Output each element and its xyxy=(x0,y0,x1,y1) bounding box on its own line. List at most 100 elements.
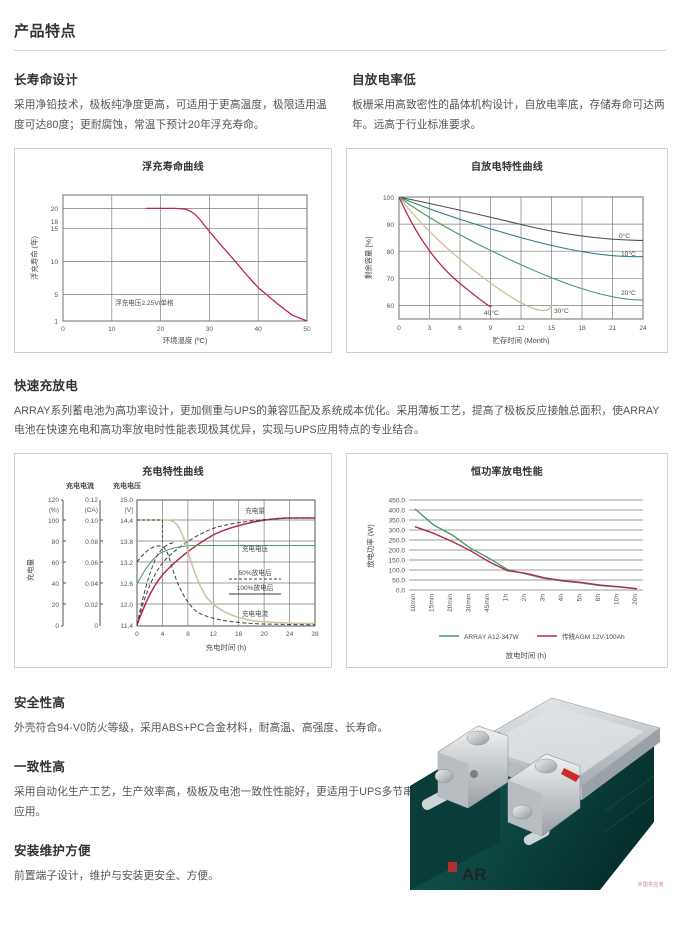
cat-15min: 15min xyxy=(429,594,436,612)
anno-charge-voltage: 充电电压 xyxy=(242,544,269,553)
svg-text:20: 20 xyxy=(157,326,165,333)
chart-xlabel: 贮存时间 (Month) xyxy=(492,336,549,345)
cat-20h: 20h xyxy=(632,594,639,605)
svg-text:13.8: 13.8 xyxy=(120,539,133,546)
cat-10h: 10h xyxy=(614,594,621,605)
svg-text:400.0: 400.0 xyxy=(388,508,405,515)
series-label-0c: 0°C xyxy=(619,232,630,240)
cat-5h: 5h xyxy=(577,594,584,602)
anno-50-discharged: 50%放电后 xyxy=(239,568,272,577)
cat-20min: 20min xyxy=(447,594,454,612)
series-label-40c: 40°C xyxy=(484,309,499,317)
anno-charge-current: 充电电流 xyxy=(242,609,269,618)
svg-text:20: 20 xyxy=(260,631,268,638)
chart-title: 浮充寿命曲线 xyxy=(142,161,204,173)
legend-label-agm: 传统AGM 12V-100Ah xyxy=(562,632,625,641)
feature-heading: 安全性高 xyxy=(14,696,66,711)
terminal-polarity-marker xyxy=(561,768,580,783)
svg-text:100: 100 xyxy=(383,195,394,202)
svg-text:60: 60 xyxy=(52,560,60,567)
terminal-nut-2 xyxy=(511,804,533,820)
chart-ylabel: 放电功率 (W) xyxy=(366,524,375,568)
chart-annotation: 浮充电压2.25V/单格 xyxy=(115,298,174,307)
cat-2h: 2h xyxy=(521,594,528,602)
svg-text:120: 120 xyxy=(48,497,59,504)
svg-text:80: 80 xyxy=(387,249,395,256)
svg-text:450.0: 450.0 xyxy=(388,498,405,505)
svg-text:(CA): (CA) xyxy=(84,507,98,514)
feature-body: 采用自动化生产工艺，生产效率高，极板及电池一致性性能好，更适用于UPS多节串联应… xyxy=(14,785,425,818)
cat-1h: 1h xyxy=(503,594,510,602)
svg-text:12.0: 12.0 xyxy=(120,602,133,609)
svg-text:10: 10 xyxy=(108,326,116,333)
svg-text:(%): (%) xyxy=(49,507,59,514)
svg-text:50: 50 xyxy=(303,326,311,333)
svg-text:300.0: 300.0 xyxy=(388,528,405,535)
cat-10min: 10min xyxy=(410,594,417,612)
svg-text:15: 15 xyxy=(51,225,59,232)
bottom-section: 安全性高 外壳符合94-V0防火等级，采用ABS+PC合金材料，耐高温、高强度、… xyxy=(14,692,666,891)
cat-30min: 30min xyxy=(466,594,473,612)
chart-charge-svg: 充电电流 充电电压 120 (%) 100 80 60 40 20 0 xyxy=(26,481,319,652)
chart-xlabel: 放电时间 (h) xyxy=(506,651,547,660)
svg-text:60: 60 xyxy=(387,303,395,310)
svg-text:0.04: 0.04 xyxy=(85,581,98,588)
feature-body: 前置端子设计，维护与安装更安全、方便。 xyxy=(14,869,219,882)
svg-text:4: 4 xyxy=(161,631,165,638)
battery-terminal-right xyxy=(507,753,581,837)
section-heading: 快速充放电 xyxy=(14,378,79,393)
battery-lid-panel xyxy=(480,706,644,779)
svg-text:8: 8 xyxy=(186,631,190,638)
svg-text:100: 100 xyxy=(48,518,59,525)
svg-text:11.4: 11.4 xyxy=(121,623,134,630)
chart-title: 恒功率放电性能 xyxy=(470,467,544,479)
chart-charge-characteristic: 充电特性曲线 充电电流 充电电压 120 (%) 100 80 60 40 20… xyxy=(14,453,332,669)
chart-self-discharge-svg: 100 90 80 70 60 0 3 6 9 12 15 18 21 24 贮… xyxy=(364,195,647,345)
chart-ylabel: 浮充寿命 (年) xyxy=(30,236,39,280)
battery-illustration: AR xyxy=(410,697,661,891)
svg-text:24: 24 xyxy=(639,325,647,332)
svg-text:350.0: 350.0 xyxy=(388,518,405,525)
svg-text:80: 80 xyxy=(52,539,60,546)
svg-text:0.02: 0.02 xyxy=(85,602,98,609)
svg-text:14.4: 14.4 xyxy=(120,518,133,525)
cat-45min: 45min xyxy=(484,594,491,612)
chart-row-top: 浮充寿命曲线 20 18 15 xyxy=(14,147,668,353)
svg-text:[V]: [V] xyxy=(125,507,133,514)
chart-ylabel: 剩余容量 [%] xyxy=(364,236,373,278)
svg-text:12: 12 xyxy=(210,631,218,638)
title-divider xyxy=(14,50,666,51)
feature-heading: 安装维护方便 xyxy=(14,843,91,858)
chart-self-discharge: 自放电特性曲线 xyxy=(346,147,668,353)
chart-xlabel: 充电时间 (h) xyxy=(206,643,247,652)
anno-100-discharged: 100%放电后 xyxy=(237,583,274,592)
section-body: ARRAY系列蓄电池为高功率设计，更加侧重与UPS的兼容匹配及系统成本优化。采用… xyxy=(14,404,660,437)
battery-brand-text: AR xyxy=(462,865,487,884)
svg-text:15.0: 15.0 xyxy=(120,497,133,504)
svg-text:50.0: 50.0 xyxy=(392,578,405,585)
svg-text:0.12: 0.12 xyxy=(85,497,98,504)
chart-constant-power: 恒功率放电性能 450.0 400.0 350.0 300.0 250.0 xyxy=(346,453,668,669)
cat-4h: 4h xyxy=(558,594,565,602)
bottom-feature-list: 安全性高 外壳符合94-V0防火等级，采用ABS+PC合金材料，耐高温、高强度、… xyxy=(14,692,434,886)
svg-text:9: 9 xyxy=(489,325,493,332)
chart-float-life-svg: 20 18 15 10 5 1 0 10 20 30 40 50 环境温度 (º… xyxy=(30,194,311,345)
svg-text:10: 10 xyxy=(51,258,59,265)
svg-text:0.0: 0.0 xyxy=(396,588,405,595)
svg-text:28: 28 xyxy=(311,631,319,638)
svg-text:250.0: 250.0 xyxy=(388,538,405,545)
series-label-10c: 10°C xyxy=(621,250,636,258)
svg-text:0: 0 xyxy=(55,623,59,630)
cat-3h: 3h xyxy=(540,594,547,602)
watermark: 中国供应商 xyxy=(637,882,664,889)
svg-text:0.10: 0.10 xyxy=(85,518,98,525)
svg-text:40: 40 xyxy=(255,326,263,333)
svg-text:90: 90 xyxy=(387,222,395,229)
chart-xlabel: 环境温度 (ºC) xyxy=(163,336,208,345)
svg-text:40: 40 xyxy=(52,581,60,588)
svg-text:20: 20 xyxy=(51,205,59,212)
svg-text:70: 70 xyxy=(387,276,395,283)
cat-8h: 8h xyxy=(595,594,602,602)
top-feature-columns: 长寿命设计 采用净铅技术，极板纯净度更高，可适用于更高温度，极限适用温度可达80… xyxy=(14,69,666,136)
